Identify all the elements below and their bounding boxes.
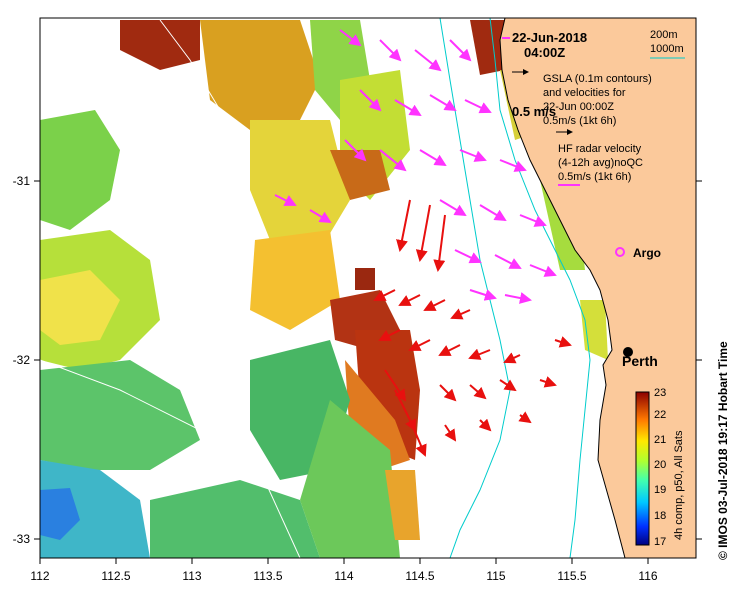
hf-radar-vectors bbox=[373, 199, 572, 457]
hf-line1: HF radar velocity bbox=[558, 143, 642, 155]
x-tick-112.5: 112.5 bbox=[101, 569, 130, 583]
gsla-contour bbox=[40, 359, 301, 558]
colorbar: 23 22 21 20 19 18 17 4h comp, p50, All S… bbox=[635, 387, 685, 548]
gsla-contour-2 bbox=[159, 19, 241, 131]
cbar-tick-18: 18 bbox=[654, 510, 666, 522]
contour-200m bbox=[489, 18, 591, 558]
y-tick--33: -33 bbox=[13, 532, 31, 546]
cbar-tick-17: 17 bbox=[654, 536, 666, 548]
cbar-tick-20: 20 bbox=[654, 459, 666, 471]
gsla-vectors bbox=[274, 29, 557, 304]
contour-1000m bbox=[439, 18, 511, 558]
legend-200m: 200m bbox=[650, 29, 678, 41]
date-label: 22-Jun-2018 bbox=[512, 30, 587, 45]
gsla-line1: GSLA (0.1m contours) bbox=[543, 73, 652, 85]
y-tick--31: -31 bbox=[13, 174, 31, 188]
y-tick--32: -32 bbox=[13, 353, 31, 367]
x-tick-116: 116 bbox=[638, 569, 657, 583]
cbar-tick-21: 21 bbox=[654, 434, 666, 446]
hf-scale: 0.5m/s (1kt 6h) bbox=[558, 171, 631, 183]
big-scale-label: 0.5 m/s bbox=[512, 104, 556, 119]
x-tick-113.5: 113.5 bbox=[253, 569, 282, 583]
cbar-tick-19: 19 bbox=[654, 484, 666, 496]
plot-border bbox=[39, 17, 697, 559]
argo-label: Argo bbox=[633, 246, 661, 260]
hf-line2: (4-12h avg)noQC bbox=[558, 157, 643, 169]
gsla-line3: 22-Jun 00:00Z bbox=[543, 101, 614, 113]
x-tick-114.5: 114.5 bbox=[405, 569, 434, 583]
cbar-tick-23: 23 bbox=[654, 387, 666, 399]
legend-1000m: 1000m bbox=[650, 43, 684, 55]
x-tick-115.5: 115.5 bbox=[557, 569, 586, 583]
x-tick-115: 115 bbox=[486, 569, 505, 583]
gsla-scale: 0.5m/s (1kt 6h) bbox=[543, 115, 616, 127]
cbar-title: 4h comp, p50, All Sats bbox=[673, 430, 685, 540]
x-tick-114: 114 bbox=[334, 569, 353, 583]
map-legend: 22-Jun-2018 04:00Z 200m 1000m GSLA (0.1m… bbox=[502, 29, 685, 369]
credit-label: © IMOS 03-Jul-2018 19:17 Hobart Time bbox=[716, 341, 730, 560]
y-axis: -31 -32 -33 bbox=[13, 174, 702, 546]
argo-marker bbox=[615, 247, 625, 257]
perth-label: Perth bbox=[622, 353, 658, 369]
perth-marker bbox=[623, 347, 633, 357]
time-label: 04:00Z bbox=[524, 45, 565, 60]
cbar-tick-22: 22 bbox=[654, 409, 666, 421]
plot-area: 22-Jun-2018 04:00Z 200m 1000m GSLA (0.1m… bbox=[40, 18, 696, 558]
x-tick-112: 112 bbox=[30, 569, 49, 583]
x-axis: 112 112.5 113 113.5 114 114.5 115 115.5 … bbox=[30, 558, 658, 583]
gsla-line2: and velocities for bbox=[543, 87, 626, 99]
x-tick-113: 113 bbox=[182, 569, 201, 583]
